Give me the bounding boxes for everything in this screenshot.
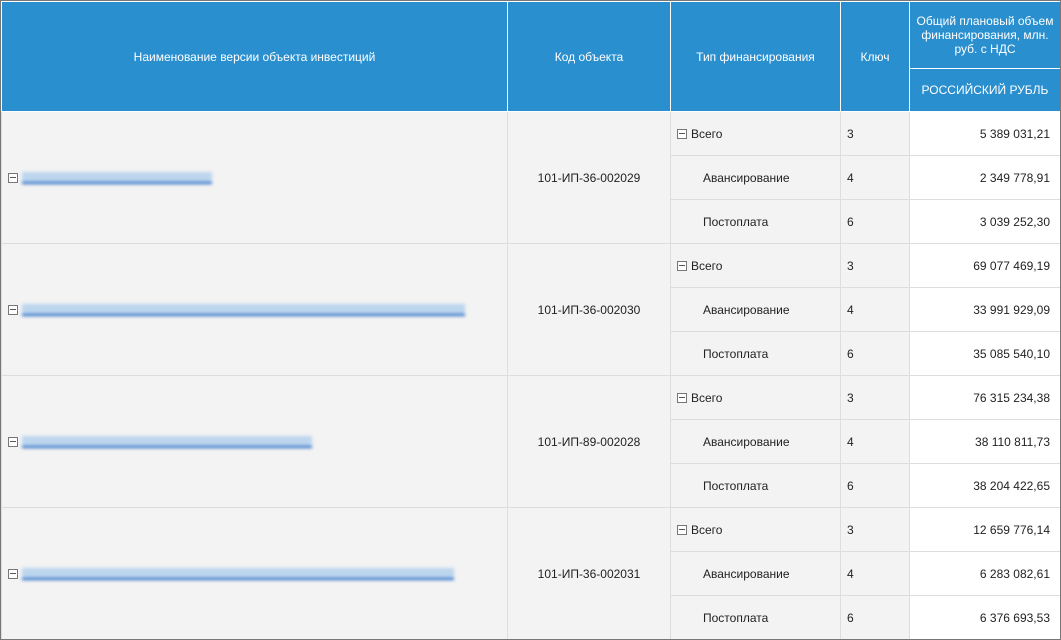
object-code: 101-ИП-36-002029 bbox=[507, 111, 671, 244]
financing-type: Всего bbox=[670, 507, 841, 552]
key: 3 bbox=[840, 507, 910, 552]
key: 6 bbox=[840, 463, 910, 508]
financing-type: Постоплата bbox=[670, 199, 841, 244]
object-name-link[interactable] bbox=[22, 304, 465, 317]
key: 4 bbox=[840, 551, 910, 596]
col-type-header[interactable]: Тип финансирования bbox=[670, 1, 841, 112]
total-value: 76 315 234,38 bbox=[909, 375, 1060, 420]
col-name-header[interactable]: Наименование версии объекта инвестиций bbox=[1, 1, 508, 112]
total-value: 33 991 929,09 bbox=[909, 287, 1060, 332]
financing-type: Постоплата bbox=[670, 595, 841, 639]
collapse-icon[interactable] bbox=[677, 261, 687, 272]
financing-type: Авансирование bbox=[670, 551, 841, 596]
key: 4 bbox=[840, 287, 910, 332]
total-value: 6 376 693,53 bbox=[909, 595, 1060, 639]
table-row: Постоплата 6 35 085 540,10 bbox=[2, 331, 1060, 376]
table-row: Авансирование 4 2 349 778,91 bbox=[2, 155, 1060, 200]
financing-type: Постоплата bbox=[670, 331, 841, 376]
total-value: 69 077 469,19 bbox=[909, 243, 1060, 288]
financing-type: Всего bbox=[670, 111, 841, 156]
financing-type-label: Всего bbox=[691, 258, 723, 273]
table-row: 101-ИП-36-002029 Всего 3 5 389 031,21 bbox=[1, 111, 1060, 244]
object-code: 101-ИП-36-002031 bbox=[507, 507, 671, 639]
financing-type-label: Всего bbox=[691, 522, 723, 537]
total-value: 5 389 031,21 bbox=[909, 111, 1060, 156]
key: 6 bbox=[840, 331, 910, 376]
financing-type-label: Всего bbox=[691, 390, 723, 405]
table-row: Постоплата 6 3 039 252,30 bbox=[2, 199, 1060, 244]
table-row: 101-ИП-89-002028 Всего 3 76 315 234,38 bbox=[1, 375, 1060, 508]
table-row: Авансирование 4 6 283 082,61 bbox=[2, 551, 1060, 596]
total-value: 38 110 811,73 bbox=[909, 419, 1060, 464]
col-code-header[interactable]: Код объекта bbox=[507, 1, 671, 112]
key: 4 bbox=[840, 155, 910, 200]
currency-header: РОССИЙСКИЙ РУБЛЬ bbox=[909, 68, 1060, 112]
object-name-link[interactable] bbox=[22, 568, 454, 581]
total-value: 3 039 252,30 bbox=[909, 199, 1060, 244]
collapse-icon[interactable] bbox=[8, 437, 18, 448]
key: 6 bbox=[840, 199, 910, 244]
financing-type-label: Всего bbox=[691, 126, 723, 141]
object-code: 101-ИП-36-002030 bbox=[507, 243, 671, 376]
col-key-header[interactable]: Ключ bbox=[840, 1, 910, 112]
object-name-cell bbox=[1, 243, 508, 376]
financing-type: Авансирование bbox=[670, 419, 841, 464]
collapse-icon[interactable] bbox=[8, 305, 18, 316]
collapse-icon[interactable] bbox=[8, 173, 18, 184]
total-value: 35 085 540,10 bbox=[909, 331, 1060, 376]
key: 4 bbox=[840, 419, 910, 464]
financing-type: Авансирование bbox=[670, 155, 841, 200]
financing-type: Всего bbox=[670, 243, 841, 288]
financing-type: Всего bbox=[670, 375, 841, 420]
total-value: 12 659 776,14 bbox=[909, 507, 1060, 552]
key: 3 bbox=[840, 243, 910, 288]
table-row: 101-ИП-36-002030 Всего 3 69 077 469,19 bbox=[1, 243, 1060, 376]
object-name-cell bbox=[1, 375, 508, 508]
collapse-icon[interactable] bbox=[8, 569, 18, 580]
key: 3 bbox=[840, 375, 910, 420]
collapse-icon[interactable] bbox=[677, 129, 687, 140]
total-value: 38 204 422,65 bbox=[909, 463, 1060, 508]
total-value: 2 349 778,91 bbox=[909, 155, 1060, 200]
collapse-icon[interactable] bbox=[677, 393, 687, 404]
table-row: 101-ИП-36-002031 Всего 3 12 659 776,14 bbox=[1, 507, 1060, 639]
object-name-cell bbox=[1, 111, 508, 244]
total-value: 6 283 082,61 bbox=[909, 551, 1060, 596]
key: 6 bbox=[840, 595, 910, 639]
collapse-icon[interactable] bbox=[677, 525, 687, 536]
object-name-link[interactable] bbox=[22, 172, 212, 185]
financing-type: Постоплата bbox=[670, 463, 841, 508]
financing-type: Авансирование bbox=[670, 287, 841, 332]
key: 3 bbox=[840, 111, 910, 156]
col-total-header[interactable]: Общий плановый объем финансирования, млн… bbox=[909, 1, 1060, 69]
object-name-link[interactable] bbox=[22, 436, 312, 449]
object-name-cell bbox=[1, 507, 508, 639]
object-code: 101-ИП-89-002028 bbox=[507, 375, 671, 508]
table-row: Постоплата 6 38 204 422,65 bbox=[2, 463, 1060, 508]
table-row: Постоплата 6 6 376 693,53 bbox=[2, 595, 1060, 639]
table-row: Авансирование 4 33 991 929,09 bbox=[2, 287, 1060, 332]
